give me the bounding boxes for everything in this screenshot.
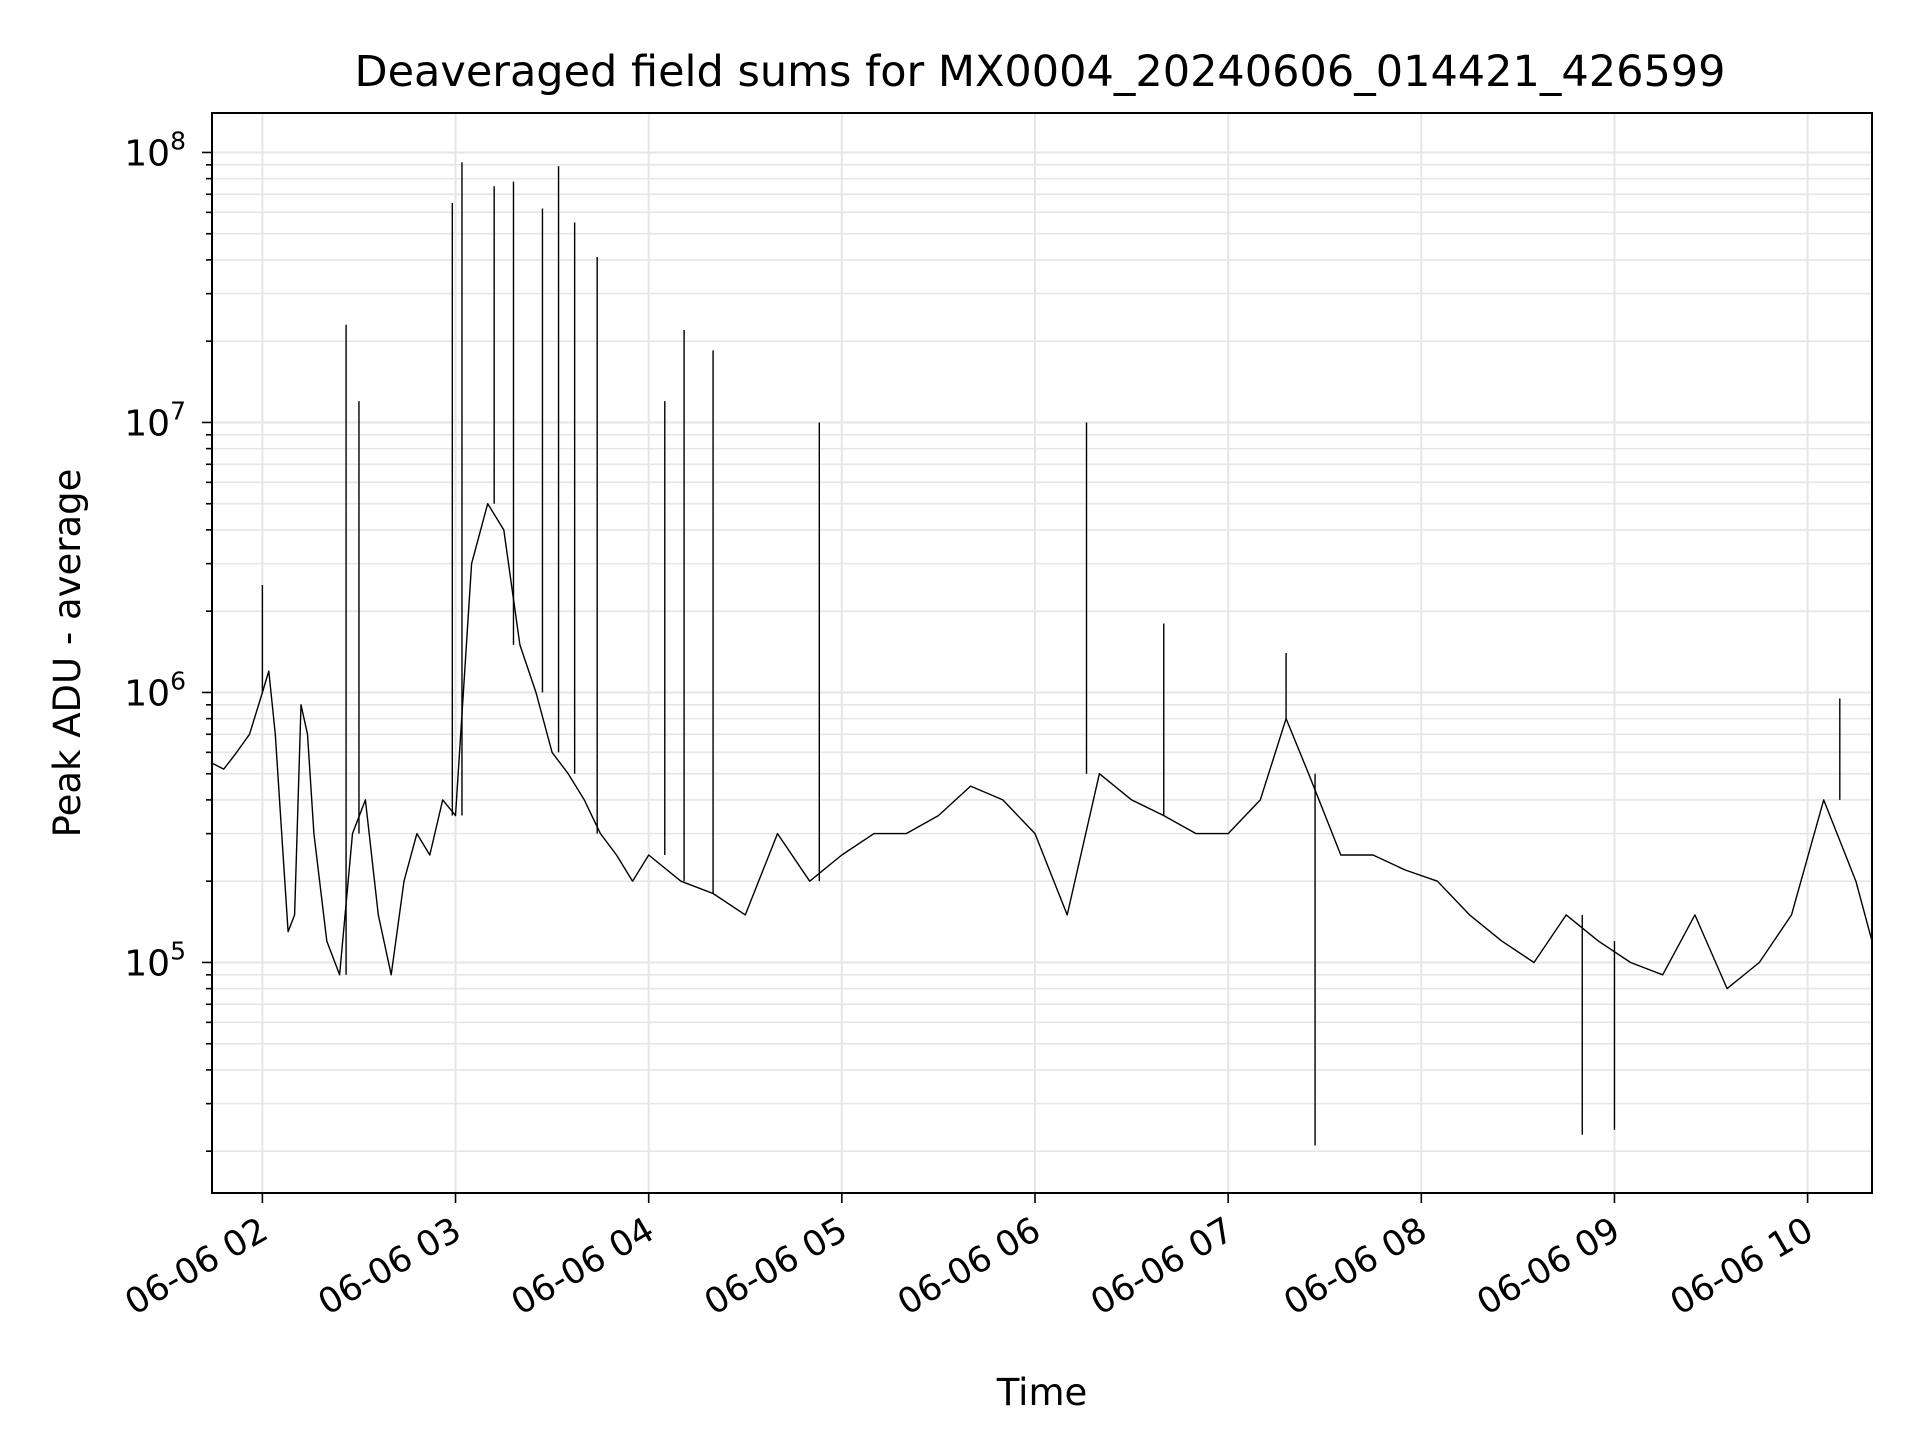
y-tick-label-exponent: 8: [170, 126, 186, 155]
y-tick-label-exponent: 5: [170, 936, 186, 965]
y-tick-label-exponent: 6: [170, 666, 186, 695]
y-tick-label: 108: [124, 126, 186, 174]
y-tick-label-base: 10: [124, 943, 170, 984]
y-tick-label-base: 10: [124, 403, 170, 444]
y-axis-title: Peak ADU - average: [46, 469, 89, 838]
grid: [212, 113, 1872, 1193]
plot-frame: [211, 112, 1873, 1194]
y-tick-label-exponent: 7: [170, 396, 186, 425]
y-tick-label: 105: [124, 936, 186, 984]
chart-title: Deaveraged field sums for MX0004_2024060…: [354, 47, 1725, 97]
y-tick-label-base: 10: [124, 673, 170, 714]
x-axis-title: Time: [996, 1371, 1088, 1414]
y-tick-label-base: 10: [124, 133, 170, 174]
y-tick-label: 107: [124, 396, 186, 444]
y-tick-label: 106: [124, 666, 186, 714]
series: [210, 162, 1873, 1146]
